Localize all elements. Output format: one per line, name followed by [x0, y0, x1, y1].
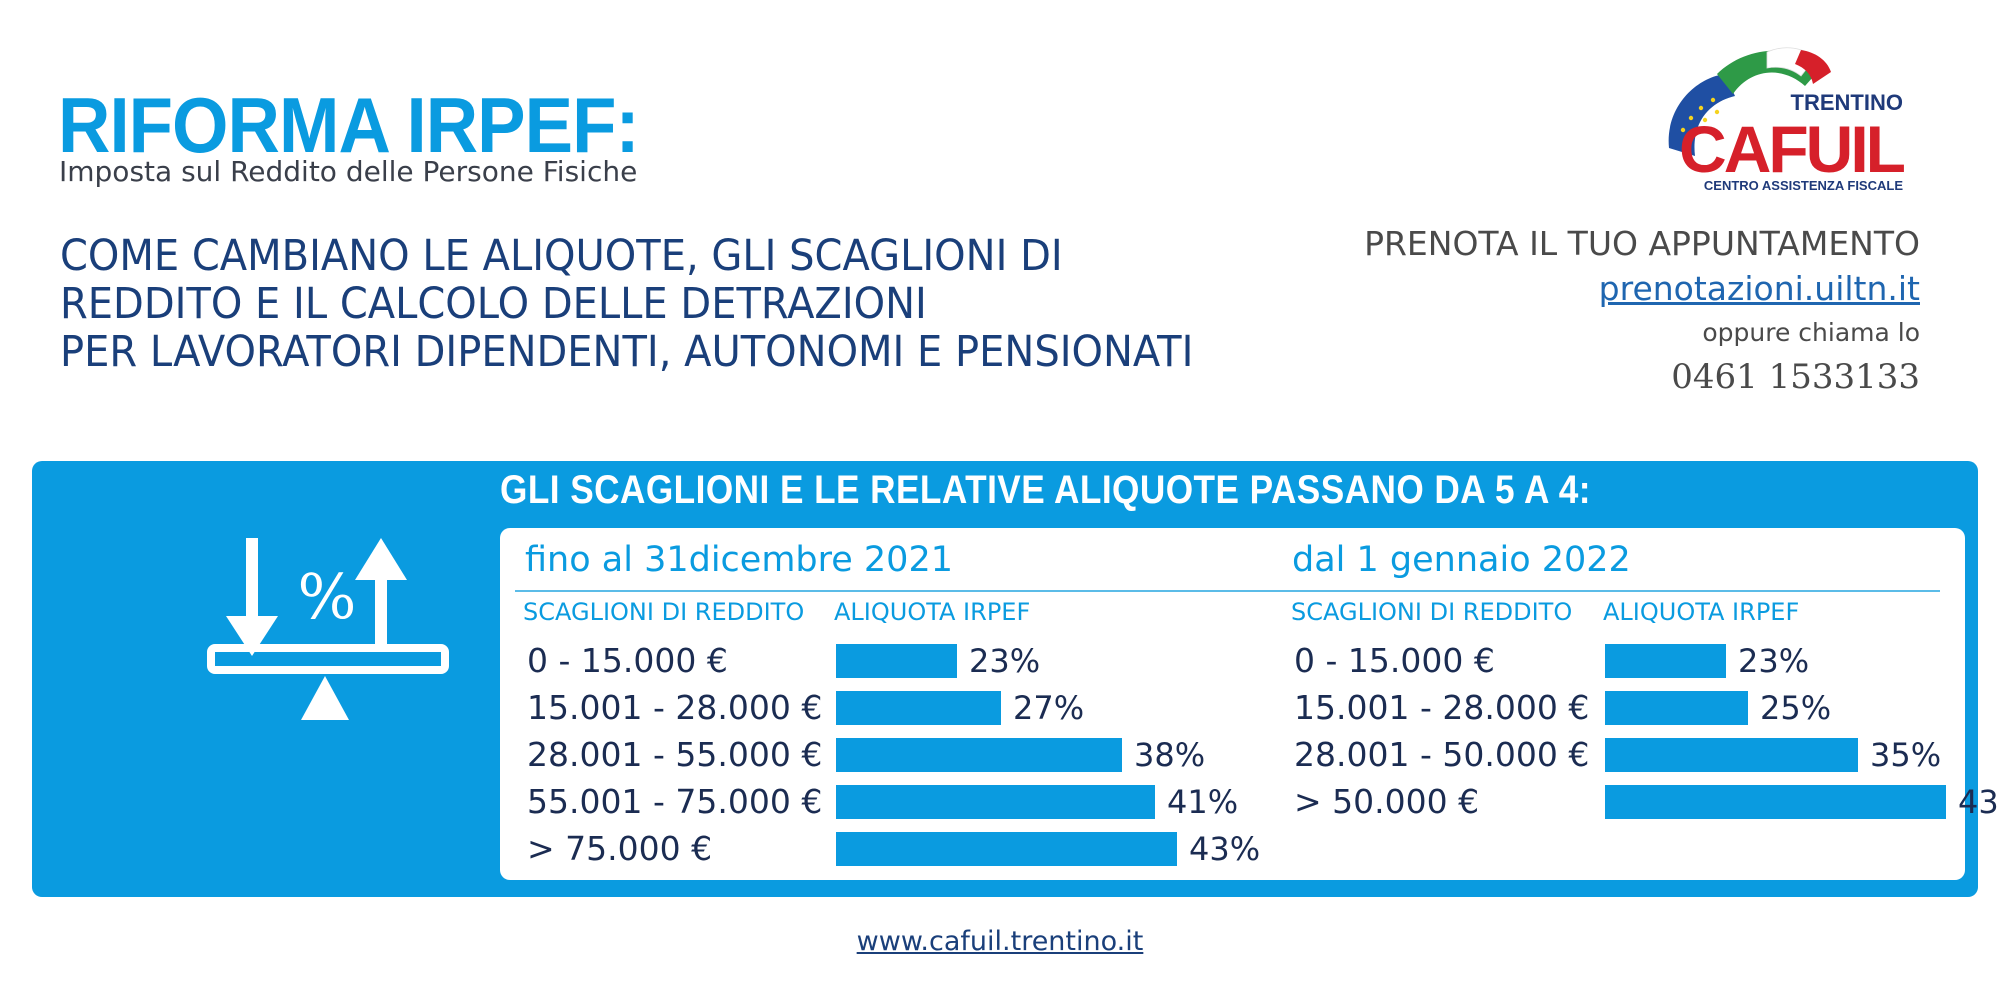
rate-value-label: 23% [1738, 642, 1810, 680]
headline-line-3: PER LAVORATORI DIPENDENTI, AUTONOMI E PE… [60, 327, 1194, 377]
table-divider [515, 590, 1940, 592]
bracket-label: 15.001 - 28.000 € [1294, 688, 1590, 727]
booking-cta: PRENOTA IL TUO APPUNTAMENTO [1364, 224, 1920, 263]
cafuil-logo: TRENTINO CAFUIL CENTRO ASSISTENZA FISCAL… [1655, 38, 1925, 198]
rate-bar [836, 644, 957, 678]
rate-bar [836, 691, 1001, 725]
rate-bar [836, 785, 1155, 819]
rate-bar [836, 738, 1122, 772]
rate-value-label: 23% [969, 642, 1041, 680]
bracket-label: 15.001 - 28.000 € [527, 688, 823, 727]
brackets-header-2022: SCAGLIONI DI REDDITO [1291, 598, 1573, 626]
brackets-header-2021: SCAGLIONI DI REDDITO [523, 598, 805, 626]
rate-header-2022: ALIQUOTA IRPEF [1603, 598, 1800, 626]
page-subtitle: Imposta sul Reddito delle Persone Fisich… [59, 155, 638, 188]
booking-link[interactable]: prenotazioni.uiltn.it [1598, 269, 1920, 308]
rate-value-label: 43% [1958, 783, 2000, 821]
logo-top-text: TRENTINO [1791, 90, 1903, 115]
scale-percent-icon: % [205, 530, 455, 725]
bracket-label: 28.001 - 50.000 € [1294, 735, 1590, 774]
rate-value-label: 35% [1870, 736, 1942, 774]
svg-text:%: % [298, 560, 357, 633]
rate-header-2021: ALIQUOTA IRPEF [834, 598, 1031, 626]
rate-value-label: 27% [1013, 689, 1085, 727]
rate-bar [1605, 738, 1858, 772]
logo-tagline-text: CENTRO ASSISTENZA FISCALE [1704, 178, 1903, 193]
rate-bar [1605, 785, 1946, 819]
rate-value-label: 41% [1167, 783, 1239, 821]
rate-bar [1605, 691, 1748, 725]
period-2022-label: dal 1 gennaio 2022 [1292, 540, 1631, 580]
bracket-label: 55.001 - 75.000 € [527, 782, 823, 821]
rate-value-label: 43% [1189, 830, 1261, 868]
headline-line-1: COME CAMBIANO LE ALIQUOTE, GLI SCAGLIONI… [60, 231, 1063, 281]
website-footer: www.cafuil.trentino.it [0, 926, 2000, 957]
bracket-label: > 75.000 € [527, 829, 713, 868]
page-title: RIFORMA IRPEF: [58, 81, 640, 169]
rate-bar [1605, 644, 1726, 678]
rate-value-label: 25% [1760, 689, 1832, 727]
bracket-label: 0 - 15.000 € [1294, 641, 1495, 680]
bracket-label: 0 - 15.000 € [527, 641, 728, 680]
booking-block: PRENOTA IL TUO APPUNTAMENTO prenotazioni… [1364, 222, 1920, 400]
website-link[interactable]: www.cafuil.trentino.it [856, 926, 1144, 957]
booking-or-text: oppure chiama lo [1702, 318, 1920, 347]
booking-phone[interactable]: 0461 1533133 [1671, 357, 1920, 397]
rate-value-label: 38% [1134, 736, 1206, 774]
headline-line-2: REDDITO E IL CALCOLO DELLE DETRAZIONI [60, 279, 927, 329]
logo-brand-text: CAFUIL [1679, 112, 1905, 186]
period-2021-label: fino al 31dicembre 2021 [525, 540, 953, 580]
bracket-label: > 50.000 € [1294, 782, 1480, 821]
panel-title: GLI SCAGLIONI E LE RELATIVE ALIQUOTE PAS… [500, 468, 1591, 512]
bracket-label: 28.001 - 55.000 € [527, 735, 823, 774]
headline: COME CAMBIANO LE ALIQUOTE, GLI SCAGLIONI… [60, 232, 1193, 376]
rate-bar [836, 832, 1177, 866]
